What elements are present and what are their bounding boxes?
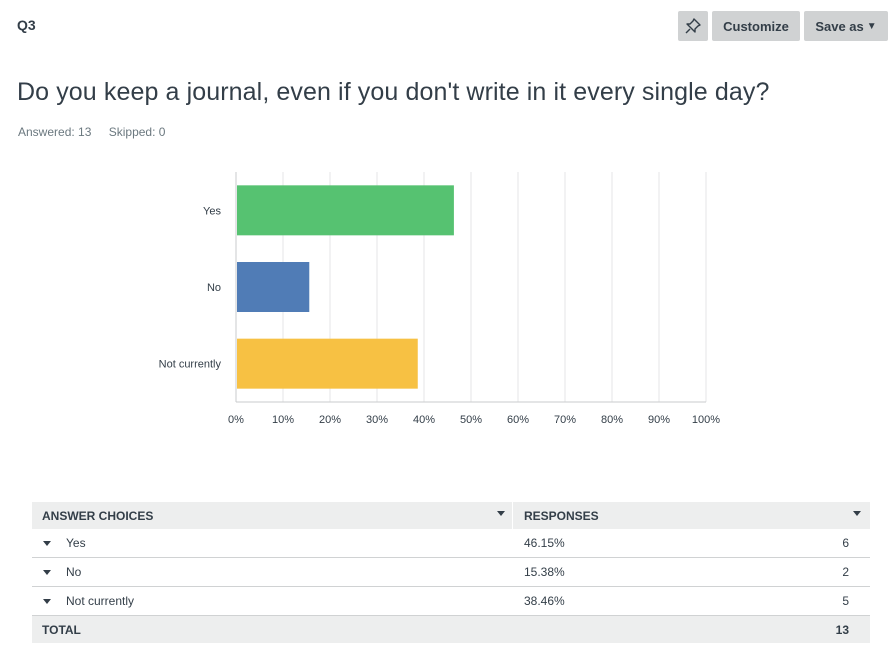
x-tick-label: 50% [460,414,482,426]
table-row: Not currently 38.46% 5 [32,587,870,616]
bar [237,262,310,312]
x-tick-label: 80% [601,414,623,426]
total-row: TOTAL 13 [32,616,870,643]
table-row: Yes 46.15% 6 [32,529,870,558]
x-tick-label: 0% [228,414,244,426]
customize-button[interactable]: Customize [712,11,800,41]
responses-table: ANSWER CHOICES RESPONSES Yes 46.15% 6 No… [32,502,870,643]
category-label: Yes [203,205,221,217]
chevron-down-icon: ▼ [866,20,877,32]
x-tick-label: 30% [366,414,388,426]
expand-caret-icon[interactable] [43,599,51,604]
expand-caret-icon[interactable] [43,541,51,546]
category-label: No [207,282,221,294]
pin-icon [685,18,701,34]
answer-label: Not currently [66,594,135,608]
response-percent: 38.46% [524,594,565,608]
skipped-count: Skipped: 0 [108,125,166,139]
response-count: 6 [842,536,849,550]
response-percent: 15.38% [524,565,565,579]
sort-caret-icon[interactable] [853,511,861,516]
answer-label: Yes [66,536,86,550]
x-tick-label: 60% [507,414,529,426]
response-count: 2 [842,565,849,579]
total-label: TOTAL [42,622,81,637]
save-as-label: Save as [815,18,864,34]
bar-chart: 0% 10% 20% 30% 40% 50% 60% 70% 80% 90% 100% Yes No No… [159,172,720,426]
x-tick-label: 100% [692,414,720,426]
question-title: Do you keep a journal, even if you don't… [17,78,770,106]
table-row: No 15.38% 2 [32,558,870,587]
answer-label: No [66,565,82,579]
pin-button[interactable] [678,11,708,41]
table-header: ANSWER CHOICES RESPONSES [32,502,870,529]
response-summary: Answered: 13 Skipped: 0 [18,125,179,139]
bar [237,185,454,236]
header-answer-choices[interactable]: ANSWER CHOICES [42,508,154,523]
category-label: Not currently [159,359,222,371]
x-tick-label: 90% [648,414,670,426]
response-count: 5 [842,594,849,608]
x-tick-label: 20% [319,414,341,426]
expand-caret-icon[interactable] [43,570,51,575]
x-tick-label: 40% [413,414,435,426]
question-number: Q3 [17,17,36,33]
bar [237,338,418,389]
header-responses[interactable]: RESPONSES [524,508,599,523]
sort-caret-icon[interactable] [497,511,505,516]
x-tick-label: 70% [554,414,576,426]
header-divider [512,502,513,529]
total-count: 13 [835,622,849,637]
x-tick-label: 10% [272,414,294,426]
answered-count: Answered: 13 [18,125,92,139]
save-as-button[interactable]: Save as ▼ [804,11,888,41]
response-percent: 46.15% [524,536,565,550]
